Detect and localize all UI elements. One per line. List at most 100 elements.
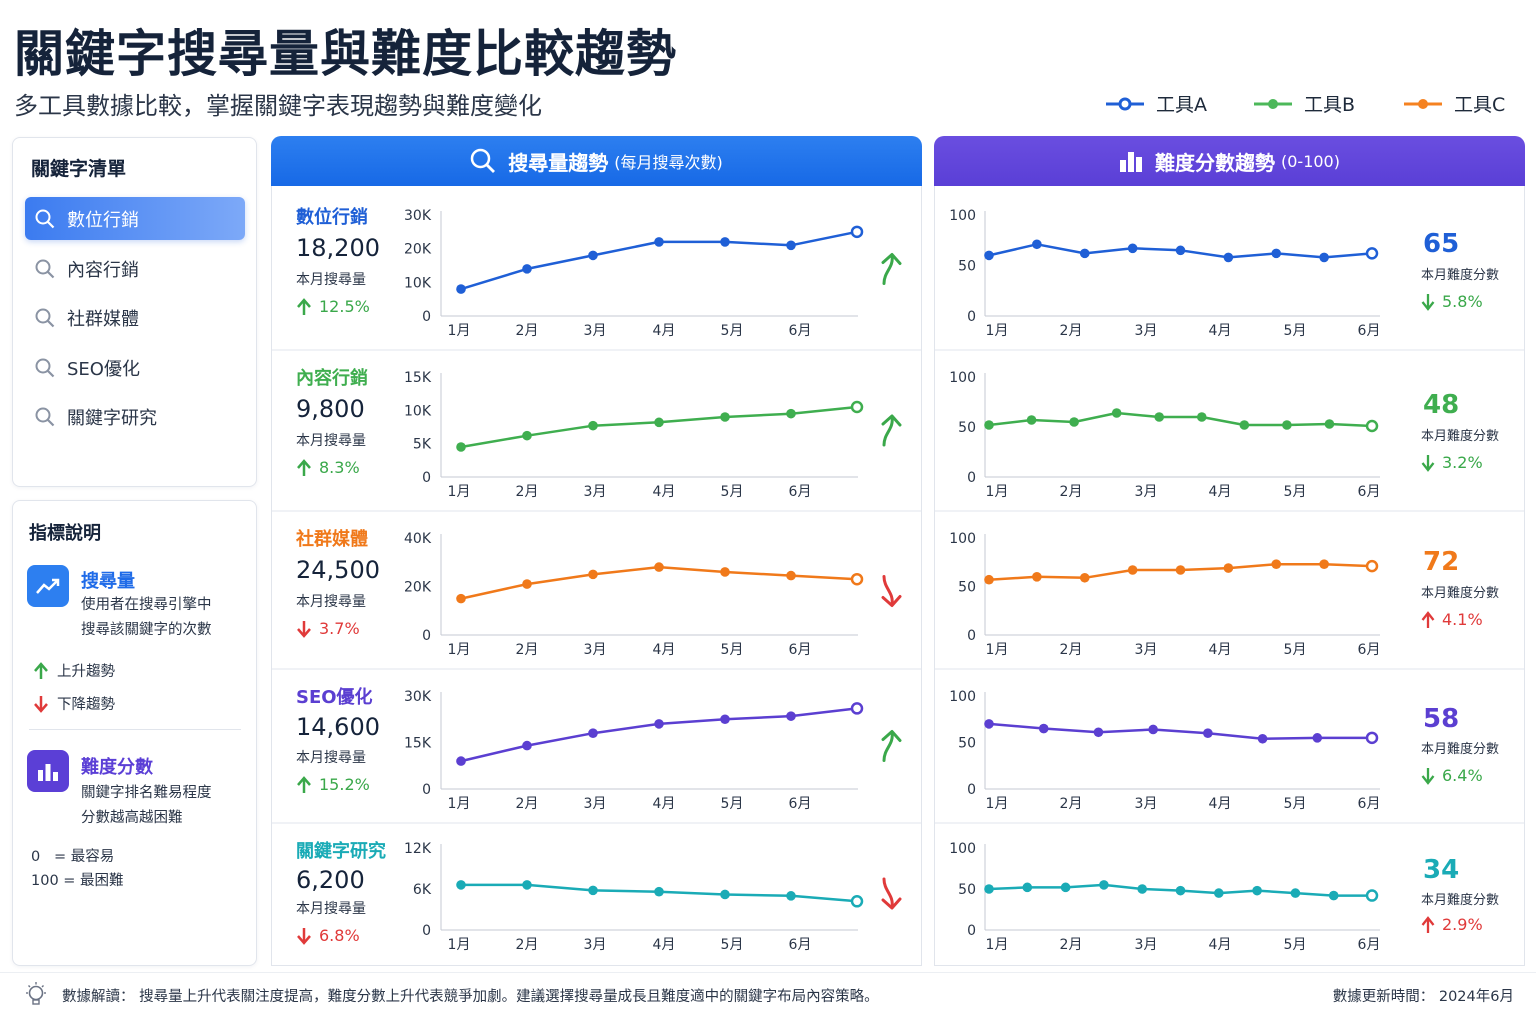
volume-chart-y-tick-label: 10K — [404, 403, 432, 419]
difficulty-chart-data-point — [1319, 559, 1329, 569]
arrow-down-icon — [1421, 293, 1435, 311]
keyword-item-digital-marketing[interactable]: 數位行銷 — [25, 197, 245, 240]
difficulty-chart-y-tick-label: 0 — [967, 628, 976, 644]
volume-chart-x-tick-label: 3月 — [584, 796, 607, 812]
volume-chart-data-point — [786, 711, 796, 721]
volume-chart-y-tick-label: 0 — [422, 782, 431, 798]
row-difficulty-label: 本月難度分數 — [1421, 268, 1500, 283]
row-volume-label: 本月搜尋量 — [296, 272, 366, 288]
volume-metric-desc-1: 使用者在搜尋引擎中 — [81, 597, 212, 613]
volume-chart-data-point — [850, 225, 864, 239]
volume-chart-x-tick-label: 1月 — [448, 796, 471, 812]
difficulty-chart-data-point — [1069, 417, 1079, 427]
arrow-down-icon — [1421, 454, 1435, 472]
difficulty-chart-x-tick-label: 5月 — [1284, 937, 1307, 953]
scale-max-text: 100 = 最困難 — [31, 873, 124, 889]
volume-chart-data-point — [850, 400, 864, 414]
row-volume-label: 本月搜尋量 — [296, 901, 366, 917]
difficulty-chart-series-line — [988, 411, 1373, 428]
row-volume-label: 本月搜尋量 — [296, 594, 366, 610]
volume-chart-trend-arrow-icon — [882, 731, 894, 762]
search-icon — [35, 358, 55, 377]
volume-chart-data-point — [456, 442, 466, 452]
keyword-item-seo[interactable]: SEO優化 — [25, 346, 245, 389]
legend-label: 工具B — [1304, 94, 1356, 116]
difficulty-chart-x-tick-label: 2月 — [1060, 323, 1083, 339]
difficulty-chart-x-tick-label: 1月 — [986, 796, 1009, 812]
difficulty-chart-data-point — [1127, 565, 1138, 575]
difficulty-chart-data-point — [1175, 885, 1186, 896]
row-difficulty-score: 72 — [1423, 547, 1460, 577]
volume-chart-data-point — [522, 430, 532, 441]
difficulty-chart-data-point — [1203, 728, 1213, 738]
volume-chart-x-tick-label: 1月 — [448, 484, 471, 500]
row-difficulty-change: 4.1% — [1421, 610, 1483, 629]
difficulty-metric-desc-1: 關鍵字排名難易程度 — [81, 785, 212, 801]
volume-chart-y-tick-label: 15K — [404, 736, 432, 752]
volume-chart-x-tick-label: 5月 — [721, 642, 744, 658]
footer-note: 數據解讀： 搜尋量上升代表關注度提高，難度分數上升代表競爭加劇。建議選擇搜尋量成… — [62, 989, 879, 1005]
page-title: 關鍵字搜尋量與難度比較趨勢 — [14, 25, 677, 83]
difficulty-chart-x-tick-label: 1月 — [986, 642, 1009, 658]
row-volume-change: 3.7% — [296, 619, 360, 638]
volume-chart-data-point — [588, 885, 598, 896]
volume-chart-trend-arrow-icon — [882, 254, 894, 285]
difficulty-chart-x-tick-label: 5月 — [1284, 484, 1307, 500]
volume-chart-x-tick-label: 2月 — [516, 937, 539, 953]
difficulty-change-value: 2.9% — [1442, 915, 1483, 934]
legend-tool-b: 工具B — [1254, 90, 1355, 117]
search-icon — [35, 209, 55, 228]
difficulty-chart-data-point — [1038, 723, 1049, 734]
volume-chart-x-tick-label: 4月 — [653, 484, 676, 500]
difficulty-chart-data-point — [984, 574, 994, 585]
difficulty-chart-x-tick-label: 5月 — [1284, 642, 1307, 658]
volume-chart-trend-arrow-icon — [882, 575, 894, 606]
difficulty-chart-x-tick-label: 1月 — [986, 484, 1009, 500]
legend-line-icon — [1106, 97, 1144, 110]
difficulty-chart-data-point — [1127, 243, 1138, 254]
legend-label: 工具C — [1454, 94, 1506, 116]
volume-chart-trend-arrow-head — [881, 897, 902, 910]
volume-chart-x-tick-label: 6月 — [789, 484, 812, 500]
legend-tool-a: 工具A — [1106, 90, 1207, 117]
difficulty-chart-x-tick-label: 3月 — [1135, 642, 1158, 658]
difficulty-chart-x-tick-label: 4月 — [1209, 323, 1232, 339]
difficulty-chart-data-point — [1271, 559, 1282, 569]
row-difficulty-label: 本月難度分數 — [1421, 893, 1500, 908]
volume-metric-desc-2: 搜尋該關鍵字的次數 — [81, 622, 212, 638]
difficulty-chart-x-tick-label: 2月 — [1060, 937, 1083, 953]
volume-chart-x-tick-label: 4月 — [653, 323, 676, 339]
difficulty-chart-data-point — [1099, 880, 1109, 890]
difficulty-chart-data-point — [984, 250, 994, 261]
volume-chart-x-tick-label: 2月 — [516, 323, 539, 339]
difficulty-chart-data-point — [1026, 415, 1037, 425]
volume-chart-data-point — [786, 240, 796, 251]
keyword-item-content-marketing[interactable]: 內容行銷 — [25, 247, 245, 290]
keyword-item-label: 數位行銷 — [67, 209, 139, 231]
arrow-down-icon — [34, 695, 48, 713]
difficulty-chart-data-point — [1328, 890, 1339, 901]
footer-divider — [0, 972, 1536, 973]
difficulty-chart-data-point — [1175, 565, 1186, 575]
arrow-up-icon — [1421, 915, 1435, 933]
legend-line-icon — [1404, 98, 1442, 109]
arrow-down-icon — [1421, 767, 1435, 785]
difficulty-chart-x-tick-label: 6月 — [1358, 484, 1381, 500]
volume-chart-trend-arrow-head — [881, 253, 902, 265]
volume-chart-y-tick-label: 30K — [404, 689, 432, 705]
keyword-item-social-media[interactable]: 社群媒體 — [25, 296, 245, 339]
difficulty-chart-x-tick-label: 1月 — [986, 937, 1009, 953]
volume-chart-series-line — [460, 707, 858, 763]
difficulty-metric-desc-2: 分數越高越困難 — [81, 810, 183, 826]
difficulty-chart-data-point — [1282, 420, 1292, 430]
difficulty-chart-x-tick-label: 4月 — [1209, 484, 1232, 500]
row-separator — [272, 510, 921, 512]
difficulty-chart-x-tick-label: 6月 — [1358, 642, 1381, 658]
difficulty-chart-y-tick-label: 0 — [967, 923, 976, 939]
arrow-down-icon — [297, 927, 311, 945]
volume-chart-y-tick-label: 20K — [404, 242, 432, 258]
row-separator — [935, 822, 1524, 824]
footer-updated-date: 數據更新時間： 2024年6月 — [1332, 989, 1514, 1005]
difficulty-chart-x-tick-label: 3月 — [1135, 323, 1158, 339]
keyword-item-keyword-research[interactable]: 關鍵字研究 — [25, 395, 245, 438]
